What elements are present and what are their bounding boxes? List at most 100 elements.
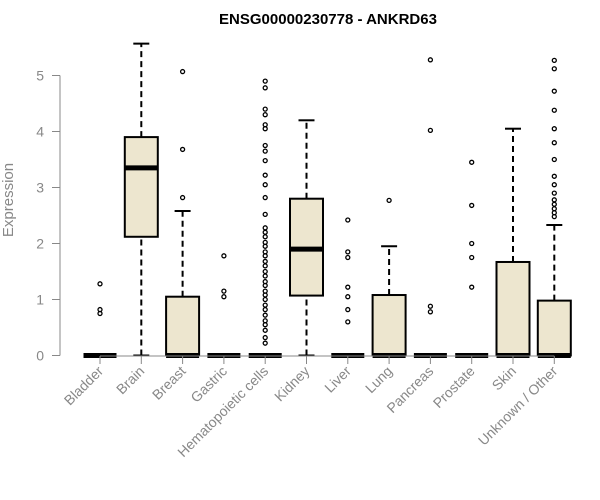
outlier-point <box>345 217 351 223</box>
outlier-point <box>97 281 103 287</box>
x-tick-label: Breast <box>149 363 189 403</box>
outlier-point <box>262 182 268 188</box>
outlier-point <box>345 249 351 255</box>
outlier-point <box>427 303 434 309</box>
x-tick-label: Liver <box>321 363 354 396</box>
x-tick-label: Lung <box>362 363 395 396</box>
box-prostate <box>455 159 489 358</box>
x-tick-label: Bladder <box>61 363 107 409</box>
outlier-point <box>262 263 268 269</box>
outlier-point <box>262 302 268 308</box>
outlier-point <box>551 88 557 94</box>
outlier-point <box>262 278 268 285</box>
outlier-point <box>221 253 227 259</box>
outlier-point <box>469 240 475 247</box>
box-iqr <box>165 295 201 357</box>
x-tick-label: Brain <box>113 363 147 397</box>
box-liver <box>331 217 365 358</box>
outlier-point <box>345 306 351 313</box>
x-tick-label: Prostate <box>430 363 478 411</box>
box-iqr <box>371 294 407 357</box>
outlier-point <box>469 202 475 209</box>
outlier-point <box>179 146 186 153</box>
outlier-point <box>345 294 351 300</box>
y-tick-label: 5 <box>36 68 44 84</box>
outlier-point <box>262 334 268 341</box>
box-hematopoietic-cells <box>248 78 282 358</box>
outlier-point <box>262 85 268 91</box>
outlier-point <box>345 284 351 290</box>
outlier-point <box>345 319 351 325</box>
outlier-point <box>551 57 557 64</box>
outlier-point <box>262 273 268 279</box>
outlier-point <box>262 112 268 118</box>
box-lung <box>371 197 407 358</box>
outlier-point <box>427 309 434 315</box>
outlier-point <box>262 142 268 149</box>
outlier-point <box>469 284 475 290</box>
outlier-point <box>551 206 557 212</box>
box-unknown-other <box>536 57 572 358</box>
outlier-point <box>262 258 268 265</box>
outlier-point <box>469 159 475 165</box>
outlier-point <box>551 140 557 146</box>
chart-title: ENSG00000230778 - ANKRD63 <box>219 11 437 28</box>
outlier-point <box>262 249 268 255</box>
outlier-point <box>262 327 268 333</box>
outlier-point <box>221 288 227 294</box>
box-brain <box>123 42 159 357</box>
outlier-point <box>262 296 268 303</box>
outlier-point <box>427 57 434 63</box>
y-tick-label: 4 <box>36 124 44 140</box>
outlier-point <box>551 66 557 72</box>
outlier-point <box>262 172 268 178</box>
outlier-point <box>262 312 268 318</box>
outlier-point <box>262 268 268 275</box>
box-skin <box>495 127 531 358</box>
outlier-point <box>345 254 351 261</box>
box-bladder <box>83 281 117 358</box>
box-iqr <box>123 136 159 238</box>
y-axis-label: Expression <box>0 163 17 237</box>
outlier-point <box>97 306 103 313</box>
outlier-point <box>386 197 392 204</box>
outlier-point <box>469 254 475 261</box>
y-tick-label: 2 <box>36 236 44 252</box>
outlier-point <box>262 288 268 294</box>
outlier-point <box>262 318 268 324</box>
outlier-point <box>221 294 227 300</box>
box-breast <box>165 68 201 358</box>
outlier-point <box>262 148 268 154</box>
y-tick-label: 0 <box>36 348 44 364</box>
outlier-point <box>427 127 434 134</box>
outlier-point <box>262 340 268 346</box>
outlier-point <box>551 182 557 188</box>
outlier-point <box>179 194 186 201</box>
box-iqr <box>495 260 531 357</box>
box-kidney <box>289 119 324 357</box>
y-axis: 0 1 2 3 4 5 <box>36 68 61 364</box>
outlier-point <box>551 126 557 132</box>
box-series <box>83 42 572 358</box>
box-iqr <box>536 299 572 357</box>
outlier-point <box>262 225 268 231</box>
box-pancreas <box>413 57 447 358</box>
outlier-point <box>262 234 268 240</box>
outlier-point <box>262 78 268 84</box>
outlier-point <box>262 211 268 218</box>
outlier-point <box>551 173 557 179</box>
box-gastric <box>207 253 241 358</box>
outlier-point <box>262 157 268 164</box>
y-tick-label: 1 <box>36 292 44 308</box>
outlier-point <box>262 239 268 246</box>
outlier-point <box>551 156 557 163</box>
outlier-point <box>551 201 557 207</box>
outlier-point <box>551 190 557 196</box>
outlier-point <box>551 107 557 113</box>
outlier-point <box>179 68 186 75</box>
x-tick-label: Kidney <box>271 363 313 405</box>
outlier-point <box>262 194 268 201</box>
outlier-point <box>262 229 268 235</box>
